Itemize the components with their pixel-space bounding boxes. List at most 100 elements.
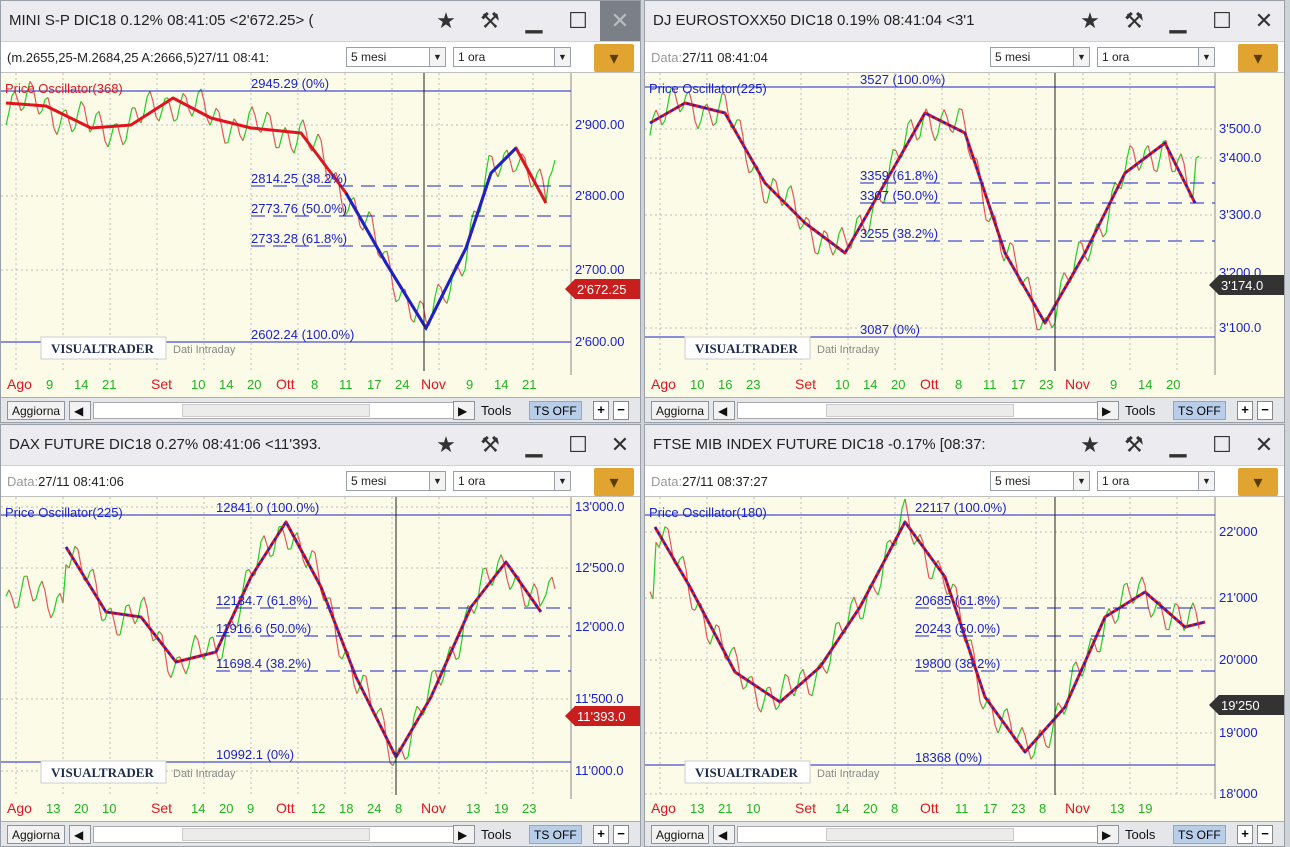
window-titlebar[interactable]: DJ EUROSTOXX50 DIC18 0.19% 08:41:04 <3'1… [645,1,1284,41]
minimize-icon[interactable]: ▁ [1169,432,1187,457]
ts-off-button[interactable]: TS OFF [529,401,582,420]
zoom-out-button[interactable]: − [613,825,629,844]
interval-select[interactable]: 1 ora ▼ [453,47,571,67]
scroll-left-button[interactable]: ◀ [713,401,735,420]
scroll-thumb[interactable] [826,828,1014,841]
zoom-in-button[interactable]: + [1237,401,1253,420]
refresh-button[interactable]: Aggiorna [651,401,710,420]
scroll-right-button[interactable]: ▶ [1097,825,1119,844]
price-bar [1012,245,1017,263]
price-chart[interactable]: 22117 (100.0%) 20685 (61.8%) 20243 (50.0%)… [645,497,1285,823]
day-label: 20 [863,801,877,816]
refresh-button[interactable]: Aggiorna [651,825,710,844]
ts-off-button[interactable]: TS OFF [1173,825,1226,844]
minimize-icon[interactable]: ▁ [525,432,543,457]
tools-button[interactable]: Tools [481,827,512,842]
zoom-out-button[interactable]: − [613,401,629,420]
zoom-in-button[interactable]: + [1237,825,1253,844]
interval-select[interactable]: 1 ora ▼ [453,471,571,491]
chevron-down-icon[interactable]: ▾ [594,468,634,496]
close-icon[interactable]: ✕ [1254,432,1274,457]
fibonacci-level-label: 3359 (61.8%) [860,168,938,183]
price-bar [296,532,301,543]
price-bar [545,178,550,202]
chart-area[interactable]: 2945.29 (0%) 2814.25 (38.2%) 2773.76 (50.0… [1,73,640,399]
day-label: 21 [522,377,536,392]
close-icon[interactable]: ✕ [600,1,640,41]
chevron-down-icon[interactable]: ▾ [1238,468,1278,496]
maximize-icon[interactable]: ☐ [1212,8,1232,33]
price-bar [485,567,490,580]
period-select[interactable]: 5 mesi ▼ [346,471,446,491]
maximize-icon[interactable]: ☐ [568,432,588,457]
scroll-left-button[interactable]: ◀ [713,825,735,844]
scroll-right-button[interactable]: ▶ [1097,401,1119,420]
scroll-thumb[interactable] [182,828,370,841]
ts-off-button[interactable]: TS OFF [529,825,582,844]
zoom-out-button[interactable]: − [1257,825,1273,844]
zoom-in-button[interactable]: + [593,825,609,844]
price-bar [931,567,936,579]
scroll-left-button[interactable]: ◀ [69,825,91,844]
scroll-thumb[interactable] [826,404,1014,417]
chart-area[interactable]: 22117 (100.0%) 20685 (61.8%) 20243 (50.0%)… [645,497,1284,823]
chart-area[interactable]: 12841.0 (100.0%) 12134.7 (61.8%) 11916.6 (… [1,497,640,823]
scroll-right-button[interactable]: ▶ [453,825,475,844]
price-bar [515,162,520,171]
star-icon[interactable]: ★ [436,432,456,457]
scroll-left-button[interactable]: ◀ [69,401,91,420]
close-icon[interactable]: ✕ [1254,8,1274,33]
price-bar [92,114,97,128]
price-bar [290,537,295,549]
star-icon[interactable]: ★ [436,8,456,33]
refresh-button[interactable]: Aggiorna [7,401,66,420]
price-chart[interactable]: 12841.0 (100.0%) 12134.7 (61.8%) 11916.6 (… [1,497,641,823]
tools-button[interactable]: Tools [1125,403,1156,418]
period-select[interactable]: 5 mesi ▼ [990,47,1090,67]
price-bar [263,535,268,545]
interval-select[interactable]: 1 ora ▼ [1097,471,1215,491]
zoom-out-button[interactable]: − [1257,401,1273,420]
zoom-in-button[interactable]: + [593,401,609,420]
hammer-icon[interactable]: ⚒ [1124,432,1144,457]
chart-window-eurostoxx: DJ EUROSTOXX50 DIC18 0.19% 08:41:04 <3'1… [644,0,1285,423]
hammer-icon[interactable]: ⚒ [480,8,500,33]
maximize-icon[interactable]: ☐ [1212,432,1232,457]
hammer-icon[interactable]: ⚒ [480,432,500,457]
refresh-button[interactable]: Aggiorna [7,825,66,844]
price-chart[interactable]: 3527 (100.0%) 3359 (61.8%) 3307 (50.0%) 325… [645,73,1285,399]
price-chart[interactable]: 2945.29 (0%) 2814.25 (38.2%) 2773.76 (50.0… [1,73,641,399]
tools-button[interactable]: Tools [481,403,512,418]
chevron-down-icon[interactable]: ▾ [594,44,634,72]
horizontal-scrollbar[interactable] [93,826,455,843]
horizontal-scrollbar[interactable] [93,402,455,419]
chart-area[interactable]: 3527 (100.0%) 3359 (61.8%) 3307 (50.0%) 325… [645,73,1284,399]
chevron-down-icon[interactable]: ▾ [1238,44,1278,72]
price-bar [826,662,831,674]
maximize-icon[interactable]: ☐ [568,8,588,33]
window-titlebar[interactable]: DAX FUTURE DIC18 0.27% 08:41:06 <11'393.… [1,425,640,465]
period-select[interactable]: 5 mesi ▼ [990,471,1090,491]
minimize-icon[interactable]: ▁ [525,8,543,33]
window-titlebar[interactable]: MINI S-P DIC18 0.12% 08:41:05 <2'672.25>… [1,1,640,41]
star-icon[interactable]: ★ [1080,8,1100,33]
scroll-thumb[interactable] [182,404,370,417]
horizontal-scrollbar[interactable] [737,826,1099,843]
minimize-icon[interactable]: ▁ [1169,8,1187,33]
close-icon[interactable]: ✕ [610,432,630,457]
interval-select[interactable]: 1 ora ▼ [1097,47,1215,67]
brand-logo: VISUALTRADER [695,341,798,356]
price-bar [458,639,463,658]
price-bar [850,596,855,605]
month-label: Nov [1065,376,1090,392]
scroll-right-button[interactable]: ▶ [453,401,475,420]
horizontal-scrollbar[interactable] [737,402,1099,419]
hammer-icon[interactable]: ⚒ [1124,8,1144,33]
price-axis-background [571,497,640,801]
tools-button[interactable]: Tools [1125,827,1156,842]
star-icon[interactable]: ★ [1080,432,1100,457]
period-select[interactable]: 5 mesi ▼ [346,47,446,67]
price-bar [260,122,265,133]
window-titlebar[interactable]: FTSE MIB INDEX FUTURE DIC18 -0.17% [08:3… [645,425,1284,465]
ts-off-button[interactable]: TS OFF [1173,401,1226,420]
